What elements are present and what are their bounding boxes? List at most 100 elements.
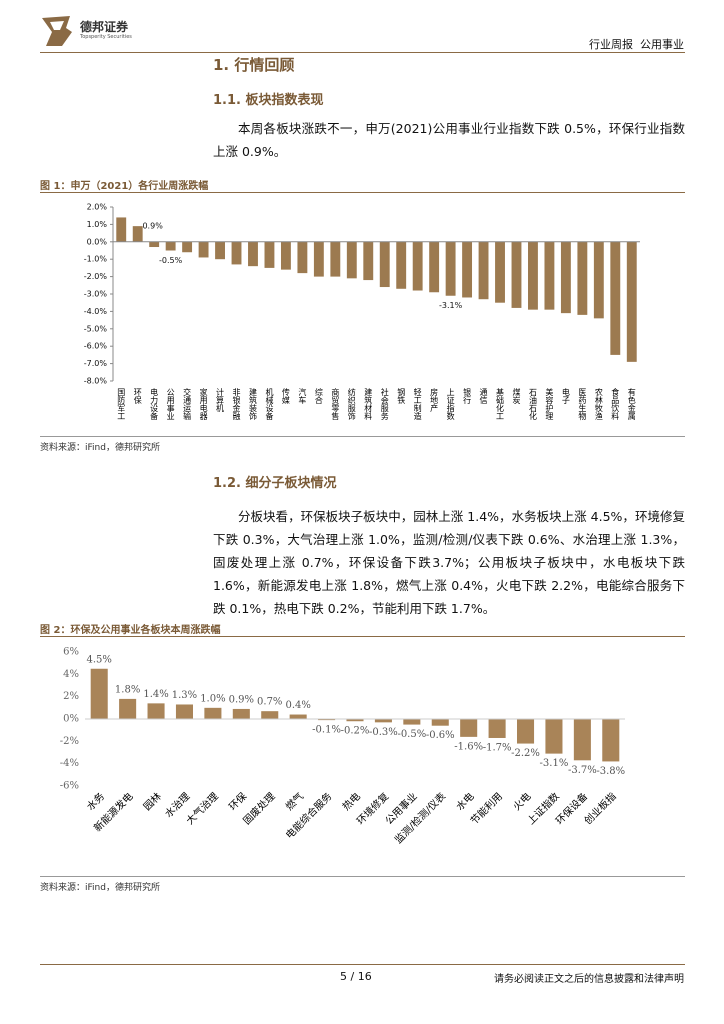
value-label: 0.7%	[257, 697, 282, 708]
y-tick-label: -2%	[60, 736, 79, 747]
x-tick-label: 食品饮料	[611, 387, 620, 421]
bar	[560, 241, 571, 314]
y-tick-label: -8.0%	[84, 377, 108, 386]
bar	[610, 241, 621, 355]
x-tick-label: 医药生物	[578, 388, 587, 421]
bar	[462, 241, 473, 298]
x-tick-label: 水务	[84, 790, 107, 813]
logo-icon	[42, 16, 72, 46]
x-tick-label: 创业板指	[581, 790, 618, 827]
x-tick-label: 园林	[141, 790, 164, 813]
x-tick-label: 建筑装饰	[248, 387, 257, 421]
x-tick-label: 传媒	[281, 387, 290, 405]
paragraph: 分板块看，环保板块子板块中，园林上涨 1.4%，水务板块上涨 4.5%，环境修复…	[213, 509, 685, 616]
bar	[374, 719, 392, 723]
bar	[147, 703, 165, 719]
x-tick-label: 水电	[453, 790, 476, 813]
bar	[602, 719, 620, 762]
value-label: -2.2%	[511, 748, 540, 759]
source-rule	[40, 436, 685, 437]
y-tick-label: -4.0%	[84, 307, 108, 316]
y-tick-label: 1.0%	[87, 220, 108, 229]
bar	[511, 241, 522, 308]
bar	[132, 226, 143, 242]
bar	[412, 241, 423, 291]
y-tick-label: 2%	[63, 691, 79, 702]
value-label: 1.3%	[172, 690, 197, 701]
bar	[544, 241, 555, 310]
bar	[346, 241, 357, 279]
bar	[460, 719, 478, 737]
bar	[297, 241, 308, 274]
value-label: 1.0%	[200, 693, 225, 704]
figure-title: 图 1：申万（2021）各行业周涨跌幅	[40, 181, 209, 192]
chart: 6%4%2%0%-2%-4%-6%水务4.5%新能源发电1.8%园林1.4%水治…	[60, 647, 625, 847]
x-tick-label: 银行	[463, 387, 472, 405]
company: 德邦证券	[80, 20, 129, 34]
y-tick-label: 0.0%	[87, 237, 108, 246]
figure-rule	[40, 636, 685, 637]
figure-rule	[40, 192, 685, 193]
bar	[261, 711, 279, 719]
value-label: 4.5%	[87, 654, 112, 665]
x-tick-label: 非银金融	[232, 387, 241, 421]
y-tick-label: -4%	[60, 758, 79, 769]
bar	[478, 241, 489, 300]
bar	[431, 719, 449, 726]
bar	[573, 719, 591, 761]
bar	[165, 241, 176, 251]
value-label: -3.8%	[596, 766, 625, 777]
y-tick-label: -6.0%	[84, 342, 108, 351]
x-tick-label: 有色金属	[627, 387, 636, 421]
chart: 2.0% 1.0% 0.0% -1.0% -2.0% -3.0% -4.0% -5.0% -6.…	[84, 203, 640, 421]
bar	[175, 704, 193, 719]
y-tick-label: 6%	[63, 647, 79, 658]
value-label: 1.8%	[115, 684, 140, 695]
bar	[593, 241, 604, 319]
bar	[445, 241, 456, 296]
bar	[204, 707, 222, 719]
y-tick-label: 0%	[63, 714, 79, 725]
bar	[429, 241, 440, 293]
subheading: 1.2. 细分子板块情况	[213, 476, 337, 491]
y-tick-label: -1.0%	[84, 255, 108, 264]
x-tick-label: 商贸零售	[331, 387, 340, 421]
x-tick-label: 上证指数	[446, 388, 455, 421]
x-tick-label: 公用事业	[166, 388, 175, 420]
y-tick-label: 2.0%	[87, 203, 108, 212]
source: 资料来源：iFind，德邦研究所	[40, 883, 160, 893]
y-tick-label: -6%	[60, 781, 79, 792]
bar	[232, 708, 250, 719]
bar	[626, 241, 637, 362]
company-en: Topsperity Securities	[80, 34, 132, 40]
x-tick-label: 燃气	[283, 790, 306, 813]
bar	[149, 241, 160, 248]
x-tick-label: 国防军工	[117, 388, 126, 420]
value-label: -3.7%	[568, 765, 597, 776]
x-tick-label: 基础化工	[496, 387, 505, 420]
bar	[363, 241, 374, 281]
source: 资料来源：iFind，德邦研究所	[40, 443, 160, 453]
value-label: -1.7%	[483, 742, 512, 753]
y-tick-label: -2.0%	[84, 272, 108, 281]
page-number: 5 / 16	[340, 970, 372, 983]
x-tick-label: 通信	[479, 387, 488, 405]
value-label: -3.1%	[439, 301, 463, 310]
footer-rule	[40, 964, 685, 965]
x-tick-label: 固废处理	[240, 790, 277, 827]
bar	[318, 719, 336, 721]
x-tick-label: 煤炭	[512, 387, 521, 405]
header-right: 行业周报 公用事业	[589, 38, 684, 51]
disclaimer: 请务必阅读正文之后的信息披露和法律声明	[494, 974, 684, 985]
bar	[198, 241, 209, 258]
x-tick-label: 综合	[314, 387, 323, 405]
bar	[577, 241, 588, 315]
x-tick-label: 交通运输	[183, 387, 192, 421]
bar	[545, 719, 563, 754]
bar	[264, 241, 275, 268]
bar	[231, 241, 242, 265]
bar	[313, 241, 324, 277]
value-label: 0.9%	[229, 694, 254, 705]
bar	[528, 241, 538, 310]
bar	[289, 714, 307, 719]
